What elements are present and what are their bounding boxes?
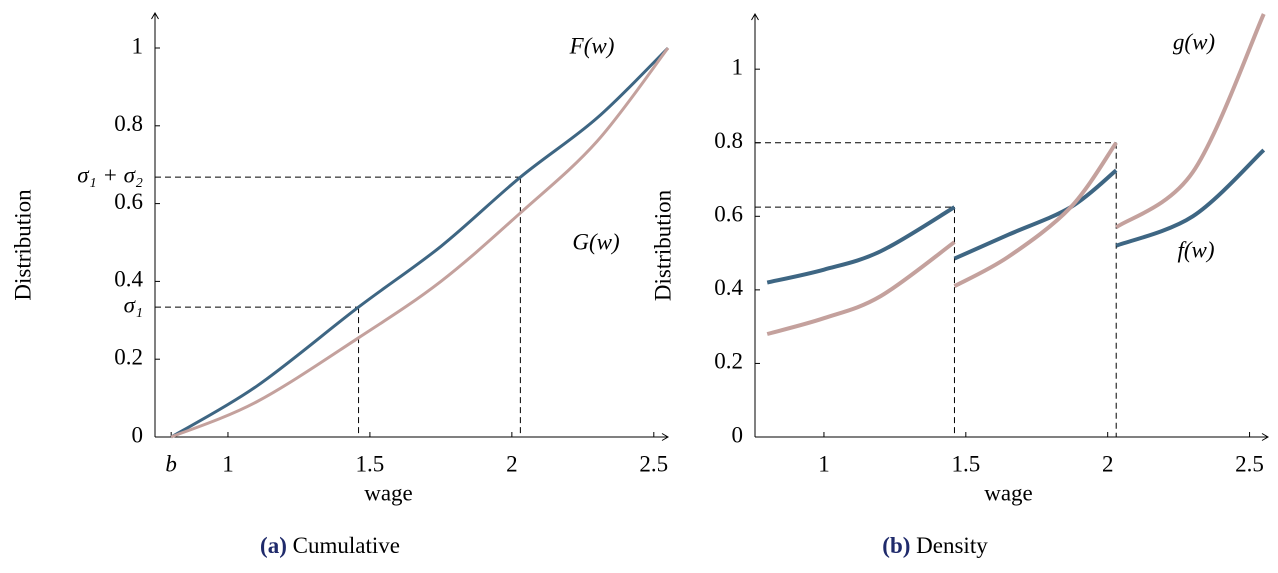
- y-tick-label: 0.6: [114, 189, 143, 214]
- series-line: [170, 47, 670, 439]
- x-axis-arrow: [1261, 433, 1269, 441]
- y-tick-label: 0.8: [714, 128, 743, 153]
- series-line: [766, 13, 1266, 336]
- y-tick-label: 0.6: [714, 202, 743, 227]
- guide-label: σ₁: [124, 292, 143, 317]
- y-tick-label: 0: [732, 422, 744, 447]
- series-label: G(w): [572, 229, 619, 254]
- x-tick-label: 1.5: [951, 451, 980, 476]
- x-axis-label: wage: [364, 480, 413, 505]
- x-tick-label: 2.5: [1235, 451, 1264, 476]
- caption: (b) Density: [882, 533, 988, 558]
- series-line: [170, 46, 670, 439]
- y-axis-arrow: [151, 12, 159, 20]
- x-axis-arrow: [661, 433, 669, 441]
- y-axis-arrow: [751, 13, 759, 21]
- series-label: g(w): [1173, 29, 1215, 54]
- y-tick-label: 1: [132, 33, 144, 58]
- caption-text: Cumulative: [293, 533, 400, 558]
- chart: 0 0.2 0.4 0.6 0.8 1 1 1.5 2 2.5 f(w) g(w) wage Distri…: [650, 13, 1269, 558]
- caption-text: Density: [916, 533, 988, 558]
- y-tick-label: 1: [732, 54, 744, 79]
- y-axis-label: Distribution: [10, 189, 35, 301]
- caption-label: (b): [882, 533, 910, 558]
- x-tick-label: b: [165, 451, 177, 476]
- series-label: f(w): [1177, 237, 1214, 262]
- series-label: F(w): [569, 33, 615, 58]
- chart: 0 0.2 0.4 0.6 0.8 1 b 1 1.5 2 2.5 σ₁ σ₁ + σ₂ F(w) G(w)…: [10, 12, 670, 558]
- x-tick-label: 2.5: [639, 451, 668, 476]
- caption: (a) Cumulative: [260, 533, 400, 558]
- y-tick-label: 0.4: [714, 275, 743, 300]
- x-tick-label: 1: [818, 451, 830, 476]
- y-tick-label: 0: [132, 422, 144, 447]
- y-tick-label: 0.4: [114, 267, 143, 292]
- x-tick-label: 1.5: [356, 451, 385, 476]
- caption-label: (a): [260, 533, 287, 558]
- x-tick-label: 1: [222, 451, 234, 476]
- y-tick-label: 0.2: [114, 344, 143, 369]
- y-tick-label: 0.2: [714, 349, 743, 374]
- x-tick-label: 2: [506, 451, 518, 476]
- series-line: [766, 148, 1266, 285]
- y-axis-label: Distribution: [650, 189, 675, 301]
- guide-label: σ₁ + σ₂: [77, 162, 143, 187]
- x-tick-label: 2: [1102, 451, 1114, 476]
- y-tick-label: 0.8: [114, 111, 143, 136]
- x-axis-label: wage: [984, 480, 1033, 505]
